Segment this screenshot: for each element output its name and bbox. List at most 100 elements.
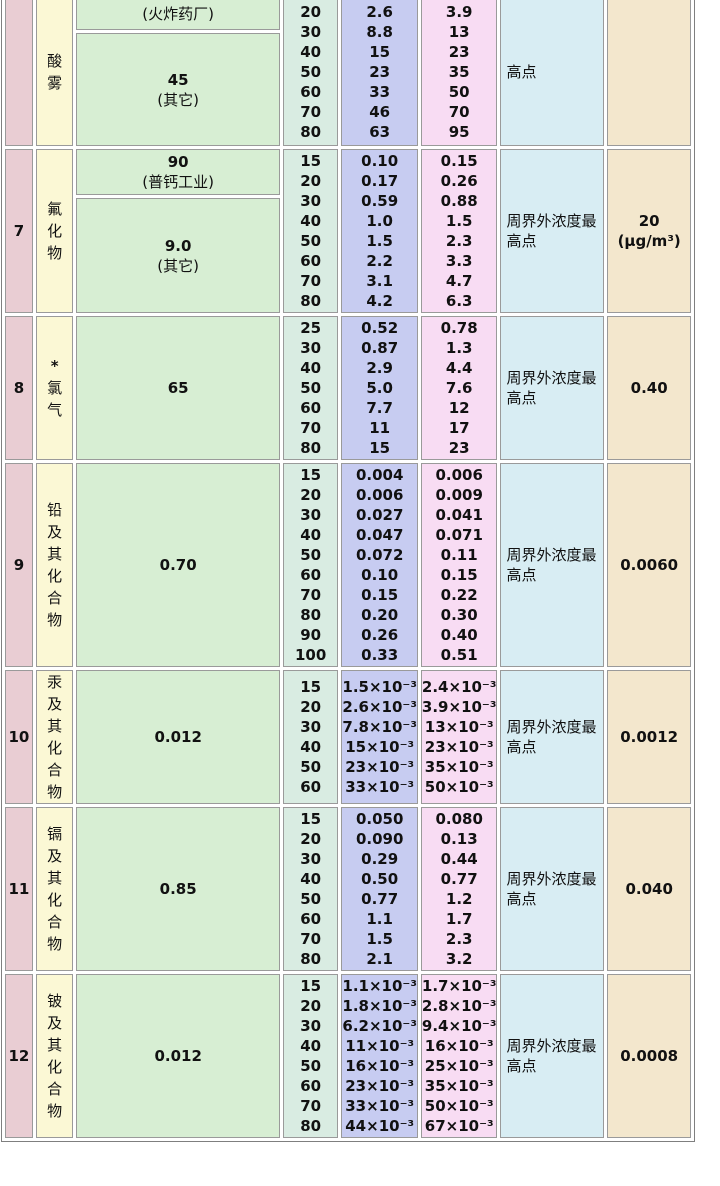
pollutant-name-char: 其 [47,717,63,735]
rate-grade3-value: 0.009 [435,486,483,504]
pollutant-name-char: 化 [47,1058,63,1076]
pollutant-name-char: 合 [47,761,63,779]
monitor-point-cell: 高点 [500,0,605,146]
rate-grade2-value: 23×10⁻³ [345,758,415,776]
fugitive-conc-cell-stack: 0.0008 [608,1046,690,1066]
stack-height-value: 30 [300,1017,322,1035]
limit-value: 45 [167,70,189,89]
stack-height-value: 80 [300,1117,322,1135]
rate-grade3-value: 1.5 [445,212,473,230]
limit-cell-stack: 0.70 [77,555,278,575]
serial-number-cell-stack: 11 [6,879,32,899]
stack-height-value: 70 [300,103,322,121]
rate-grade2-value: 7.8×10⁻³ [342,718,417,736]
pollutant-row: 7 氟化物 90 (普钙工业) 9.0 (其它) 15 20 30 40 50 60 70 80 0.10 0… [5,149,691,313]
rate-grade3-cell-stack: 3.9 13 23 35 50 70 95 [422,2,497,142]
monitor-point-cell: 周界外浓度最 高点 [500,807,605,971]
rate-grade2-value: 46 [369,103,391,121]
rate-grade3-value: 0.44 [440,850,478,868]
serial-number: 10 [8,728,30,746]
emission-limits-table-body: 酸雾 (火炸药厂) 45 (其它) 20 30 40 50 60 70 80 2.6 8.8 15 23 33… [5,0,691,1138]
rate-grade3-cell-stack: 0.78 1.3 4.4 7.6 12 17 23 [422,318,497,458]
limit-split-wrap: (火炸药厂) 45 (其它) [76,0,280,146]
fugitive-conc-cell: 0.0012 [607,670,691,804]
monitor-point-text: 高点 [506,1057,537,1075]
stack-height-cell-stack: 25 30 40 50 60 70 80 [284,318,338,458]
stack-height-value: 30 [300,850,322,868]
stack-height-value: 15 [300,810,322,828]
stack-height-cell-stack: 15 20 30 40 50 60 70 80 [284,809,338,969]
rate-grade2-value: 33×10⁻³ [345,778,415,796]
rate-grade2-cell: 1.5×10⁻³ 2.6×10⁻³ 7.8×10⁻³ 15×10⁻³ 23×10⁻³ 33… [341,670,418,804]
limit-split-wrap: 90 (普钙工业) 9.0 (其它) [76,149,280,313]
stack-height-value: 90 [300,626,322,644]
rate-grade3-value: 0.15 [440,152,478,170]
pollutant-row: 8 * 氯气 65 25 30 40 50 60 70 80 0.52 0.87 2.9 5.0 7.7 11 1… [5,316,691,460]
monitor-point-text: 周界外浓度最 [506,870,597,888]
pollutant-row: 11 镉及其化合物 0.85 15 20 30 40 50 60 70 80 0.050 0.090 0.… [5,807,691,971]
rate-grade3-cell: 0.78 1.3 4.4 7.6 12 17 23 [420,316,498,460]
stack-height-cell: 20 30 40 50 60 70 80 [282,0,339,146]
pollutant-name-char: 合 [47,1080,63,1098]
pollutant-row: 9 铅及其化合物 0.70 15 20 30 40 50 60 70 80 90 100 0.004 0.0… [5,463,691,667]
fugitive-conc-cell: 0.040 [607,807,691,971]
serial-number-cell-stack: 12 [6,1046,32,1066]
rate-grade3-cell: 3.9 13 23 35 50 70 95 [420,0,498,146]
rate-grade3-cell: 0.006 0.009 0.041 0.071 0.11 0.15 0.22 0.30 0.40… [420,463,498,667]
pollutant-name-char: 及 [47,523,63,541]
stack-height-cell-stack: 15 20 30 40 50 60 70 80 [284,976,338,1136]
limit-cell-split: (火炸药厂) 45 (其它) [76,0,280,146]
monitor-point-cell: 周界外浓度最 高点 [500,316,605,460]
stack-height-value: 15 [300,152,322,170]
pollutant-row: 12 铍及其化合物 0.012 15 20 30 40 50 60 70 80 1.1×10⁻³ 1.8… [5,974,691,1138]
serial-number-cell-stack: 9 [6,555,32,575]
limit-cell-stack: 0.012 [77,1046,278,1066]
rate-grade2-value: 5.0 [366,379,393,397]
monitor-point-text: 高点 [506,63,537,81]
stack-height-cell-stack: 15 20 30 40 50 60 [284,677,338,797]
stack-height-value: 50 [300,379,322,397]
stack-height-cell-stack: 15 20 30 40 50 60 70 80 [284,151,338,311]
rate-grade3-value: 1.3 [445,339,473,357]
rate-grade2-value: 2.1 [366,950,393,968]
pollutant-name-cell-stack: 汞及其化合物 [37,671,73,803]
rate-grade2-cell-stack: 0.52 0.87 2.9 5.0 7.7 11 15 [342,318,417,458]
rate-grade2-value: 1.1 [366,910,393,928]
serial-number: 9 [13,556,25,574]
monitor-point-text: 周界外浓度最 [506,212,597,230]
rate-grade2-value: 0.20 [361,606,399,624]
rate-grade2-cell-stack: 0.050 0.090 0.29 0.50 0.77 1.1 1.5 2.1 [342,809,417,969]
rate-grade3-value: 23 [448,439,470,457]
pollutant-name-char: * [50,357,59,375]
serial-number: 7 [13,222,25,240]
monitor-point-text: 高点 [506,232,537,250]
serial-number-cell [5,0,33,146]
limit-sub-cell: (火炸药厂) [76,0,280,30]
rate-grade3-value: 2.4×10⁻³ [421,678,497,696]
rate-grade2-value: 0.10 [361,152,399,170]
rate-grade3-value: 70 [448,103,470,121]
rate-grade2-cell: 0.10 0.17 0.59 1.0 1.5 2.2 3.1 4.2 [341,149,418,313]
pollutant-name-char: 物 [47,935,63,953]
rate-grade3-value: 0.006 [435,466,483,484]
stack-height-value: 40 [300,212,322,230]
pollutant-name-char: 酸 [47,52,63,70]
fugitive-conc-cell-stack: 0.40 [608,378,690,398]
monitor-point-cell-stack: 周界外浓度最 高点 [501,717,603,757]
pollutant-name-char: 及 [47,847,63,865]
rate-grade3-cell: 0.080 0.13 0.44 0.77 1.2 1.7 2.3 3.2 [420,807,498,971]
rate-grade3-value: 12 [448,399,470,417]
rate-grade3-value: 3.9 [445,3,473,21]
limit-cell-split: 90 (普钙工业) 9.0 (其它) [76,149,280,313]
pollutant-name-char: 及 [47,695,63,713]
rate-grade3-value: 95 [448,123,470,141]
stack-height-value: 70 [300,586,322,604]
rate-grade2-value: 0.50 [361,870,399,888]
rate-grade2-cell: 0.050 0.090 0.29 0.50 0.77 1.1 1.5 2.1 [341,807,418,971]
rate-grade3-cell-stack: 2.4×10⁻³ 3.9×10⁻³ 13×10⁻³ 23×10⁻³ 35×10⁻³ 50×… [422,677,497,797]
rate-grade2-value: 63 [369,123,391,141]
monitor-point-cell-stack: 周界外浓度最 高点 [501,368,603,408]
fugitive-conc-value: 0.0012 [620,728,679,746]
pollutant-name-char: 物 [47,1102,63,1120]
stack-height-cell-stack: 15 20 30 40 50 60 70 80 90 100 [284,465,338,665]
